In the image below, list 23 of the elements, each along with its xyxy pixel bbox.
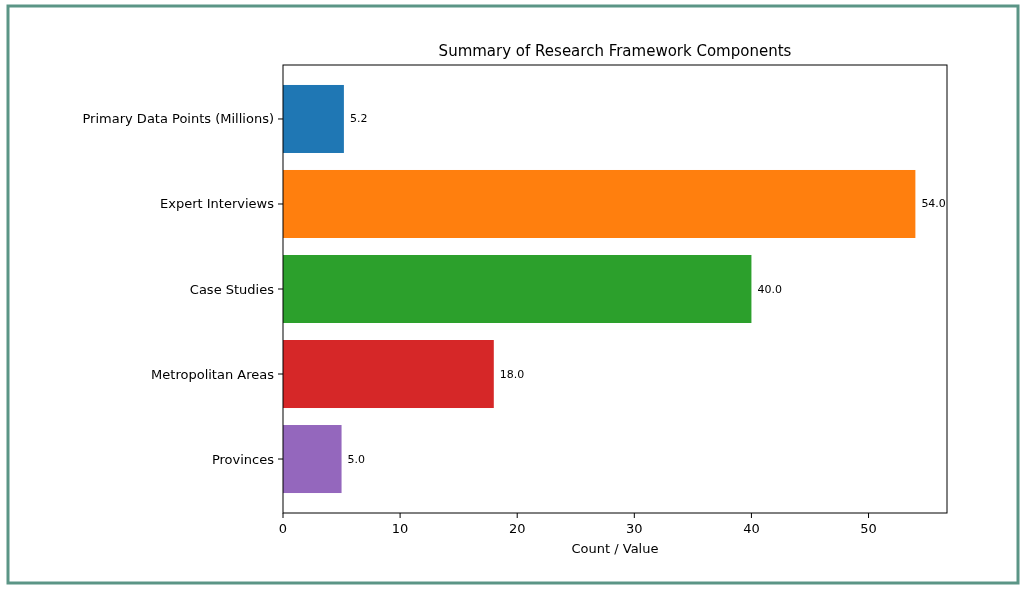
- x-tick-label: 30: [626, 521, 643, 536]
- x-axis-title: Count / Value: [571, 541, 659, 556]
- data-label: 5.2: [349, 112, 368, 126]
- bar: [283, 340, 494, 409]
- data-label: 5.0: [347, 452, 366, 466]
- y-tick-label: Metropolitan Areas: [151, 366, 275, 382]
- x-tick-label: 50: [860, 521, 877, 536]
- x-tick-label: 10: [391, 521, 409, 536]
- data-label: 40.0: [757, 282, 782, 296]
- x-tick-label: 0: [278, 521, 288, 536]
- bar: [283, 84, 344, 153]
- bar: [283, 255, 752, 323]
- bar: [283, 169, 916, 238]
- data-label: 54.0: [921, 197, 946, 211]
- bar: [283, 425, 342, 494]
- y-tick-label: Case Studies: [189, 281, 275, 297]
- data-label: 18.0: [499, 367, 525, 381]
- x-tick-label: 20: [508, 521, 526, 536]
- x-tick-label: 40: [743, 521, 760, 536]
- y-tick-label: Expert Interviews: [160, 196, 275, 212]
- y-tick-label: Provinces: [211, 451, 275, 467]
- chart-title: Summary of Research Framework Components: [438, 42, 792, 60]
- y-tick-label: Primary Data Points (Millions): [82, 111, 274, 127]
